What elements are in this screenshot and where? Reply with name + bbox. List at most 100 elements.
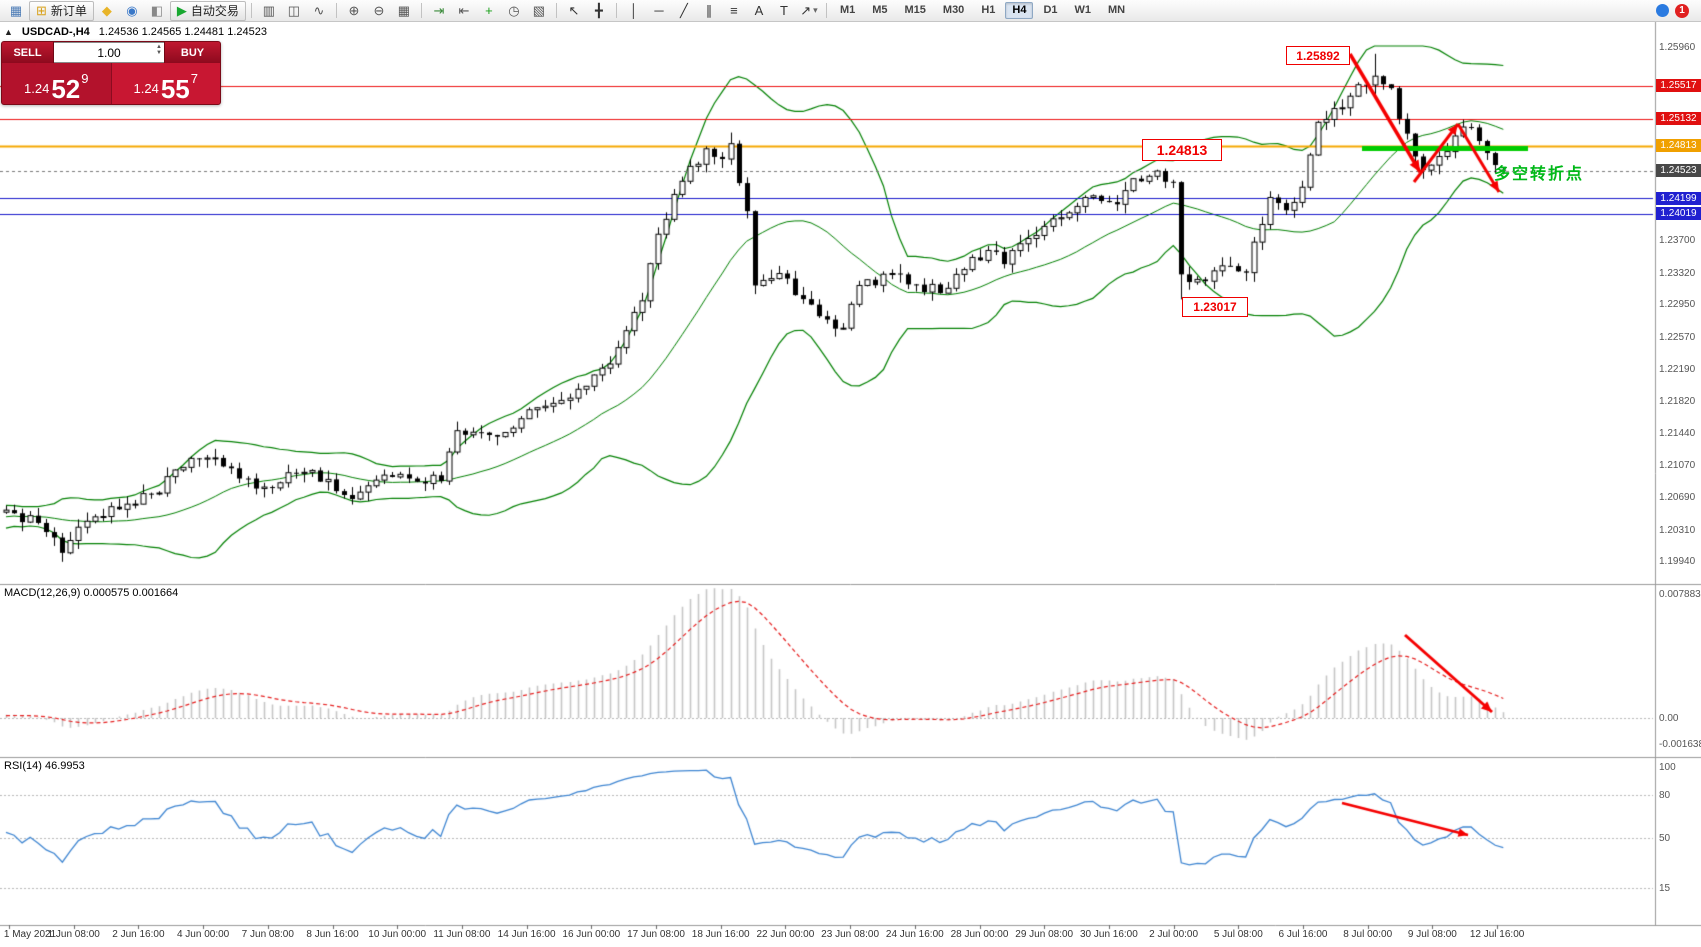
time-axis-label: 12 Jul 16:00 [1469, 929, 1525, 940]
trendline-icon[interactable]: ╱ [672, 2, 696, 20]
price-axis-tick: 1.19940 [1659, 556, 1696, 568]
buy-button[interactable]: BUY [164, 42, 220, 63]
trade-panel-controls: SELL 1.00 ▲ ▼ BUY [2, 42, 220, 63]
toolbar-separator [555, 3, 557, 18]
toolbar-separator [420, 3, 422, 18]
fibonacci-icon[interactable]: ≡ [722, 2, 746, 20]
timeframe-d1-button[interactable]: D1 [1043, 4, 1058, 16]
vertical-line-icon[interactable]: │ [622, 2, 646, 20]
indicators-icon[interactable]: + [477, 2, 501, 20]
price-axis-tick: 1.22570 [1659, 331, 1696, 343]
time-axis-label: 6 Jul 16:00 [1278, 929, 1328, 940]
text-label-icon[interactable]: T [772, 2, 796, 20]
bar-chart-icon-glyph: ▥ [262, 3, 276, 18]
zoom-out-icon[interactable]: ⊖ [367, 2, 391, 20]
time-axis-label: 8 Jun 16:00 [306, 929, 359, 940]
text-label-icon-glyph: T [779, 3, 788, 18]
new-chart-icon-glyph: ▦ [9, 3, 23, 18]
zoom-in-icon-glyph: ⊕ [348, 3, 360, 18]
auto-scroll-icon-glyph: ⇥ [433, 3, 445, 18]
new-order-button-label: 新订单 [50, 4, 87, 18]
price-axis-tick: 1.25960 [1659, 42, 1696, 53]
time-axis-label: 23 Jun 08:00 [821, 929, 880, 940]
bar-chart-icon[interactable]: ▥ [257, 2, 281, 20]
spin-down-icon[interactable]: ▼ [156, 50, 162, 56]
spin-up-icon[interactable]: ▲ [156, 44, 162, 50]
new-order-glyph: ⊞ [36, 3, 47, 18]
time-axis-label: 1 Jun 08:00 [47, 929, 100, 940]
dropdown-arrow-icon[interactable]: ▾ [813, 5, 818, 15]
chart-shift-icon[interactable]: ⇤ [452, 2, 476, 20]
autotrading-button[interactable]: ▶ 自动交易 [169, 0, 246, 21]
buy-price-prefix: 1.24 [133, 81, 159, 96]
price-axis-tick: 1.22950 [1659, 299, 1696, 311]
trade-panel-prices: 1.24 52 9 1.24 55 7 [2, 63, 220, 104]
price-annotation-low: 1.23017 [1182, 297, 1248, 317]
timeframe-mn-button[interactable]: MN [1108, 4, 1126, 16]
timeframe-h4-button[interactable]: H4 [1005, 2, 1034, 19]
timeframe-m5-button[interactable]: M5 [872, 4, 888, 16]
metaeditor-icon[interactable]: ◆ [95, 2, 119, 20]
timeframe-h1-button[interactable]: H1 [981, 4, 996, 16]
timeframe-w1-button[interactable]: W1 [1074, 4, 1092, 16]
market-watch-icon[interactable]: ◉ [120, 2, 144, 20]
data-window-icon-glyph: ◧ [150, 3, 164, 18]
line-chart-icon[interactable]: ∿ [307, 2, 331, 20]
sell-price-display[interactable]: 1.24 52 9 [2, 63, 111, 104]
price-axis-tick: 1.23700 [1659, 235, 1696, 247]
crosshair-icon[interactable]: ╋ [587, 2, 611, 20]
time-axis-label: 4 Jun 00:00 [176, 929, 230, 940]
sell-button[interactable]: SELL [2, 42, 54, 63]
notification-badge[interactable]: 1 [1675, 3, 1689, 18]
price-axis-tick: 1.20310 [1659, 524, 1696, 536]
time-axis-label: 7 Jun 08:00 [241, 929, 294, 940]
rsi-indicator-label: RSI(14) 46.9953 [4, 760, 85, 772]
time-axis-label: 11 Jun 08:00 [433, 929, 491, 940]
price-axis-tick: 1.23320 [1659, 267, 1696, 279]
time-axis-label: 2 Jul 00:00 [1149, 929, 1199, 940]
tile-windows-icon[interactable]: ▦ [392, 2, 416, 20]
data-window-icon[interactable]: ◧ [145, 2, 169, 20]
arrows-tool-icon[interactable]: ↗ ▾ [797, 2, 821, 20]
time-axis-label: 29 Jun 08:00 [1015, 929, 1074, 940]
timeframe-m30-button[interactable]: M30 [942, 4, 965, 16]
time-axis-label: 8 Jul 00:00 [1343, 929, 1393, 940]
price-level-label: 1.24019 [1656, 207, 1701, 221]
time-axis-label: 30 Jun 16:00 [1079, 929, 1138, 940]
rsi-axis-label: 100 [1659, 762, 1676, 773]
zoom-in-icon[interactable]: ⊕ [342, 2, 366, 20]
equidistant-channel-icon[interactable]: ∥ [697, 2, 721, 20]
cursor-icon[interactable]: ↖ [562, 2, 586, 20]
trade-panel-coll apse-icon[interactable]: ▲ [4, 27, 13, 37]
timeframe-m1-button[interactable]: M1 [839, 4, 856, 16]
text-icon[interactable]: A [747, 2, 771, 20]
price-axis-tick: 1.20690 [1659, 492, 1696, 504]
rsi-axis-label: 15 [1659, 882, 1671, 894]
price-chart-canvas[interactable] [0, 22, 1701, 947]
price-axis-tick: 1.21070 [1659, 459, 1696, 471]
templates-icon[interactable]: ▧ [527, 2, 551, 20]
metaeditor-icon-glyph: ◆ [101, 3, 112, 18]
periods-icon[interactable]: ◷ [502, 2, 526, 20]
volume-spinner[interactable]: ▲ ▼ [156, 44, 162, 56]
auto-scroll-icon[interactable]: ⇥ [427, 2, 451, 20]
community-status-icon[interactable] [1656, 4, 1669, 17]
toolbar-separator [335, 3, 337, 18]
buy-price-point: 7 [190, 71, 198, 86]
zoom-out-icon-glyph: ⊖ [373, 3, 385, 18]
timeframe-m15-button[interactable]: M15 [904, 4, 926, 16]
templates-icon-glyph: ▧ [532, 3, 546, 18]
horizontal-line-icon[interactable]: ─ [647, 2, 671, 20]
new-order-button[interactable]: ⊞ 新订单 [29, 0, 94, 21]
fibonacci-icon-glyph: ≡ [730, 3, 738, 18]
new-chart-icon[interactable]: ▦ [4, 2, 28, 20]
macd-axis-label: 0.00 [1659, 713, 1679, 724]
price-axis-tick: 1.21440 [1659, 428, 1696, 440]
volume-input[interactable]: 1.00 ▲ ▼ [54, 42, 164, 63]
price-level-label: 1.25132 [1656, 112, 1701, 126]
candlestick-chart-icon[interactable]: ◫ [282, 2, 306, 20]
price-level-label: 1.25517 [1656, 79, 1701, 93]
time-axis-label: 2 Jun 16:00 [112, 929, 165, 940]
time-axis-label: 1 May 2021 [3, 929, 57, 940]
buy-price-display[interactable]: 1.24 55 7 [110, 63, 220, 104]
